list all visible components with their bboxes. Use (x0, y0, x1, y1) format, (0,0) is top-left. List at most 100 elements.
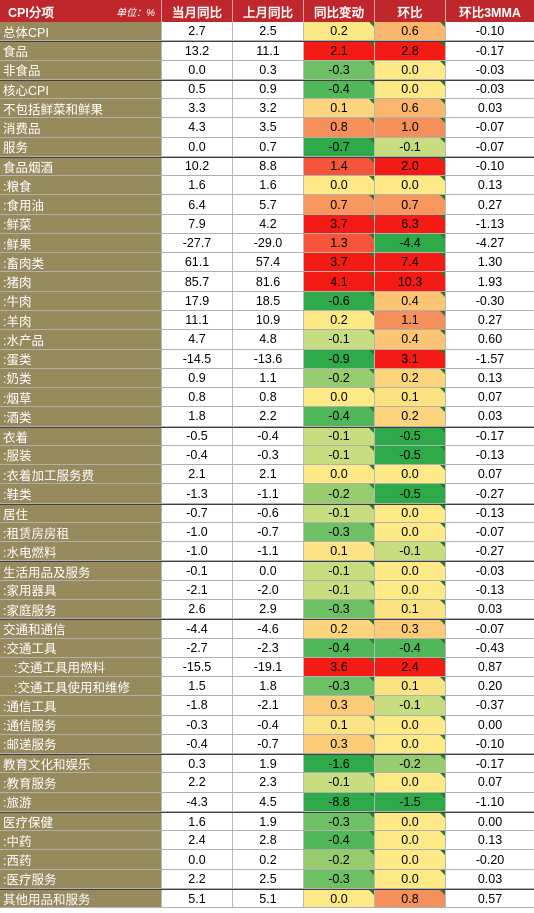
mom-3mma-cell[interactable]: 0.27 (446, 310, 534, 330)
yoy-change-cell[interactable]: 0.8 (304, 118, 375, 137)
mom-cell[interactable]: 0.0 (375, 504, 446, 522)
mom-3mma-cell[interactable]: 0.03 (446, 869, 534, 888)
mom-cell[interactable]: 1.1 (375, 310, 446, 330)
yoy-change-cell[interactable]: -0.1 (304, 330, 375, 349)
cur-yoy-cell[interactable]: 0.0 (162, 137, 233, 156)
mom-cell[interactable]: 0.0 (375, 715, 446, 734)
yoy-change-cell[interactable]: 0.0 (304, 889, 375, 908)
prev-yoy-cell[interactable]: 2.1 (233, 465, 304, 484)
cur-yoy-cell[interactable]: 1.8 (162, 407, 233, 426)
prev-yoy-cell[interactable]: 5.1 (233, 889, 304, 908)
mom-3mma-cell[interactable]: -0.03 (446, 80, 534, 99)
row-label-cell[interactable]: :畜肉类 (0, 253, 162, 272)
row-label-cell[interactable]: :鲜菜 (0, 214, 162, 233)
mom-cell[interactable]: -0.4 (375, 638, 446, 657)
prev-yoy-cell[interactable]: -0.3 (233, 445, 304, 465)
row-label-cell[interactable]: 衣着 (0, 427, 162, 445)
cur-yoy-cell[interactable]: 2.2 (162, 773, 233, 792)
yoy-change-cell[interactable]: 0.0 (304, 388, 375, 407)
prev-yoy-cell[interactable]: 1.9 (233, 812, 304, 831)
mom-3mma-cell[interactable]: 0.03 (446, 99, 534, 118)
cur-yoy-cell[interactable]: 2.2 (162, 869, 233, 888)
yoy-change-cell[interactable]: -0.1 (304, 445, 375, 465)
row-label-cell[interactable]: :猪肉 (0, 272, 162, 291)
mom-3mma-cell[interactable]: -0.07 (446, 137, 534, 156)
row-label-cell[interactable]: :奶类 (0, 368, 162, 388)
cur-yoy-cell[interactable]: 85.7 (162, 272, 233, 291)
cur-yoy-cell[interactable]: 1.5 (162, 677, 233, 696)
row-label-cell[interactable]: :交通工具使用和维修 (0, 677, 162, 696)
cur-yoy-cell[interactable]: -1.0 (162, 542, 233, 561)
cur-yoy-cell[interactable]: 0.8 (162, 388, 233, 407)
mom-cell[interactable]: -0.5 (375, 427, 446, 445)
row-label-cell[interactable]: :鞋类 (0, 484, 162, 503)
row-label-cell[interactable]: :水电燃料 (0, 542, 162, 561)
cur-yoy-cell[interactable]: 2.4 (162, 831, 233, 850)
mom-3mma-cell[interactable]: -1.10 (446, 792, 534, 811)
yoy-change-cell[interactable]: -0.3 (304, 599, 375, 619)
row-label-cell[interactable]: 不包括鲜菜和鲜果 (0, 99, 162, 118)
prev-yoy-cell[interactable]: 1.8 (233, 677, 304, 696)
prev-yoy-cell[interactable]: 0.3 (233, 60, 304, 79)
mom-cell[interactable]: 0.2 (375, 368, 446, 388)
mom-cell[interactable]: 0.0 (375, 831, 446, 850)
mom-3mma-cell[interactable]: -1.57 (446, 349, 534, 368)
row-label-cell[interactable]: 生活用品及服务 (0, 562, 162, 580)
prev-yoy-cell[interactable]: 10.9 (233, 310, 304, 330)
mom-cell[interactable]: 0.0 (375, 580, 446, 599)
cur-yoy-cell[interactable]: -1.0 (162, 522, 233, 542)
prev-yoy-cell[interactable]: -19.1 (233, 657, 304, 677)
mom-3mma-cell[interactable]: -0.03 (446, 562, 534, 580)
prev-yoy-cell[interactable]: -1.1 (233, 484, 304, 503)
cur-yoy-cell[interactable]: 1.6 (162, 812, 233, 831)
yoy-change-cell[interactable]: 3.7 (304, 253, 375, 272)
mom-cell[interactable]: 1.0 (375, 118, 446, 137)
cur-yoy-cell[interactable]: -0.3 (162, 715, 233, 734)
yoy-change-cell[interactable]: 0.0 (304, 176, 375, 195)
mom-cell[interactable]: 0.6 (375, 22, 446, 41)
yoy-change-cell[interactable]: -0.4 (304, 407, 375, 426)
mom-cell[interactable]: 0.6 (375, 99, 446, 118)
mom-cell[interactable]: -4.4 (375, 233, 446, 253)
mom-3mma-cell[interactable]: 0.20 (446, 677, 534, 696)
cur-yoy-cell[interactable]: 17.9 (162, 291, 233, 310)
mom-3mma-cell[interactable]: -0.17 (446, 755, 534, 773)
mom-3mma-cell[interactable]: -0.27 (446, 542, 534, 561)
mom-3mma-cell[interactable]: 0.07 (446, 388, 534, 407)
mom-cell[interactable]: 10.3 (375, 272, 446, 291)
yoy-change-cell[interactable]: -0.1 (304, 773, 375, 792)
yoy-change-cell[interactable]: 0.1 (304, 715, 375, 734)
cur-yoy-cell[interactable]: 3.3 (162, 99, 233, 118)
mom-cell[interactable]: 0.1 (375, 388, 446, 407)
row-label-cell[interactable]: :羊肉 (0, 310, 162, 330)
cur-yoy-cell[interactable]: 4.3 (162, 118, 233, 137)
mom-cell[interactable]: 2.4 (375, 657, 446, 677)
cur-yoy-cell[interactable]: 0.0 (162, 850, 233, 869)
row-label-cell[interactable]: :服装 (0, 445, 162, 465)
cur-yoy-cell[interactable]: 2.7 (162, 22, 233, 41)
row-label-cell[interactable]: :通信服务 (0, 715, 162, 734)
yoy-change-cell[interactable]: -1.6 (304, 755, 375, 773)
mom-cell[interactable]: 0.3 (375, 620, 446, 638)
mom-3mma-cell[interactable]: -0.07 (446, 522, 534, 542)
header-cur-yoy[interactable]: 当月同比 (162, 0, 233, 22)
yoy-change-cell[interactable]: 1.3 (304, 233, 375, 253)
mom-3mma-cell[interactable]: 0.13 (446, 368, 534, 388)
prev-yoy-cell[interactable]: -4.6 (233, 620, 304, 638)
mom-cell[interactable]: -0.1 (375, 696, 446, 715)
mom-cell[interactable]: -0.5 (375, 445, 446, 465)
row-label-cell[interactable]: 非食品 (0, 60, 162, 79)
row-label-cell[interactable]: 核心CPI (0, 80, 162, 99)
cur-yoy-cell[interactable]: 0.5 (162, 80, 233, 99)
prev-yoy-cell[interactable]: -0.6 (233, 504, 304, 522)
yoy-change-cell[interactable]: -0.2 (304, 484, 375, 503)
mom-3mma-cell[interactable]: 1.93 (446, 272, 534, 291)
row-label-cell[interactable]: :衣着加工服务费 (0, 465, 162, 484)
prev-yoy-cell[interactable]: 1.9 (233, 755, 304, 773)
mom-cell[interactable]: 0.0 (375, 176, 446, 195)
row-label-cell[interactable]: :水产品 (0, 330, 162, 349)
mom-cell[interactable]: -0.5 (375, 484, 446, 503)
row-label-cell[interactable]: :教育服务 (0, 773, 162, 792)
mom-cell[interactable]: -0.1 (375, 542, 446, 561)
header-category[interactable]: CPI分项 单位：% (0, 0, 162, 22)
